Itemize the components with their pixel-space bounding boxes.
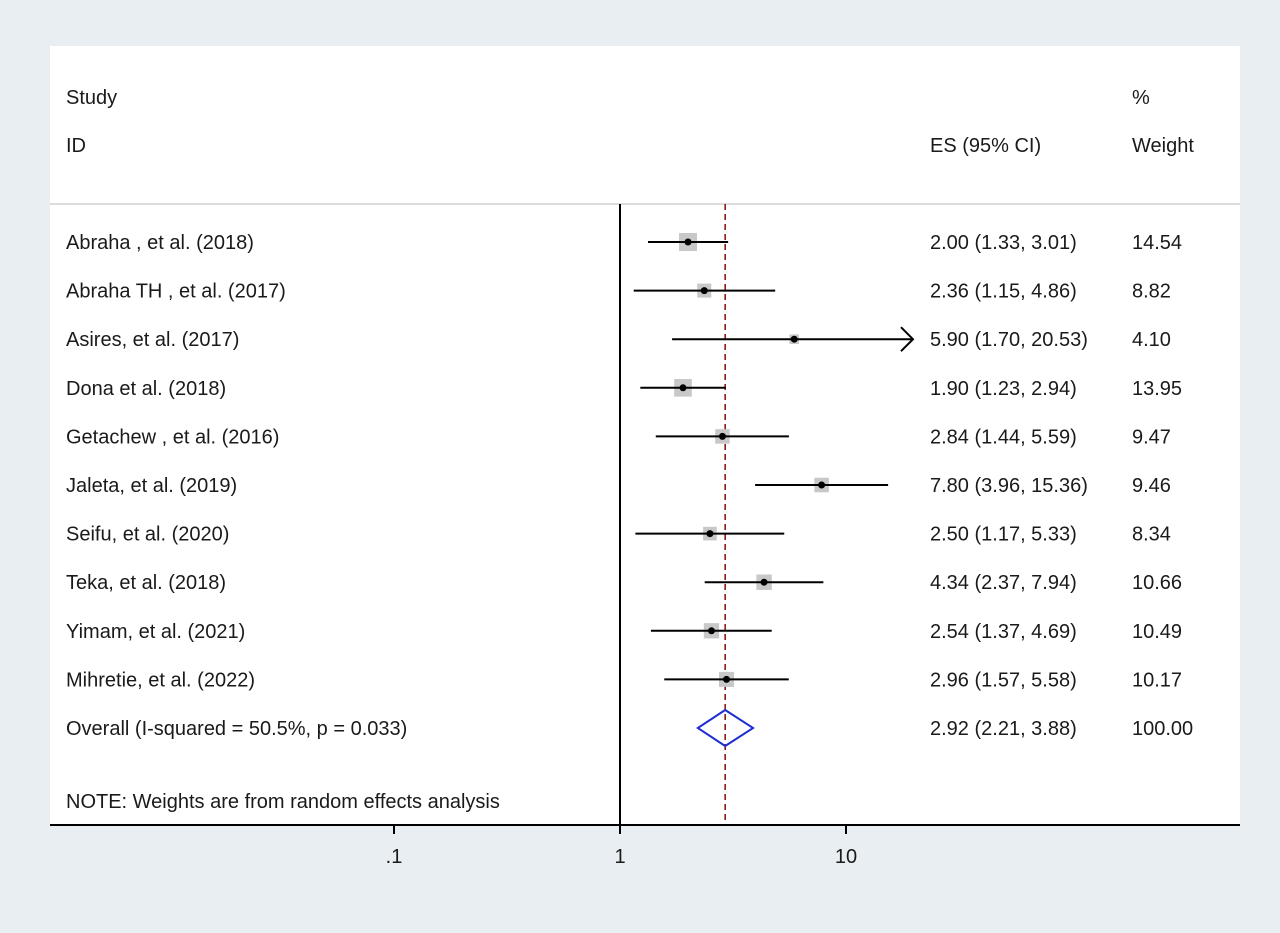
point-estimate — [707, 627, 715, 635]
study-row: Seifu, et al. (2020) 2.50 (1.17, 5.33) 8.3… — [66, 524, 1171, 546]
header-percent: % — [1132, 87, 1150, 109]
point-estimate — [790, 335, 798, 343]
study-label: Asires, et al. (2017) — [66, 329, 239, 351]
x-tick-label: 1 — [614, 846, 625, 868]
header-es-ci: ES (95% CI) — [930, 135, 1041, 157]
study-label: Teka, et al. (2018) — [66, 572, 226, 594]
weight-value: 8.34 — [1132, 524, 1171, 546]
study-rows: Abraha , et al. (2018) 2.00 (1.33, 3.01) 1… — [66, 204, 1193, 825]
point-estimate — [684, 238, 692, 246]
weight-value: 9.46 — [1132, 475, 1171, 497]
x-axis: .1 1 10 — [50, 204, 1240, 868]
study-label: Getachew , et al. (2016) — [66, 426, 279, 448]
header-id: ID — [66, 135, 86, 157]
overall-es-ci-value: 2.92 (2.21, 3.88) — [930, 718, 1077, 740]
study-row: Abraha , et al. (2018) 2.00 (1.33, 3.01) 1… — [66, 232, 1182, 254]
es-ci-value: 2.50 (1.17, 5.33) — [930, 524, 1077, 546]
weight-value: 10.66 — [1132, 572, 1182, 594]
study-row: Dona et al. (2018) 1.90 (1.23, 2.94) 13.95 — [66, 378, 1182, 400]
note-text: NOTE: Weights are from random effects an… — [66, 791, 500, 813]
header-study: Study — [66, 87, 117, 109]
es-ci-value: 5.90 (1.70, 20.53) — [930, 329, 1088, 351]
header-weight: Weight — [1132, 135, 1194, 157]
point-estimate — [818, 481, 826, 489]
study-label: Mihretie, et al. (2022) — [66, 669, 255, 691]
point-estimate — [679, 384, 687, 392]
es-ci-value: 1.90 (1.23, 2.94) — [930, 378, 1077, 400]
study-label: Jaleta, et al. (2019) — [66, 475, 237, 497]
overall-diamond — [696, 708, 755, 748]
weight-value: 9.47 — [1132, 426, 1171, 448]
point-estimate — [718, 432, 726, 440]
weight-value: 10.17 — [1132, 669, 1182, 691]
forest-plot: Study ID ES (95% CI) % Weight Abraha , e… — [50, 87, 1240, 868]
study-row: Abraha TH , et al. (2017) 2.36 (1.15, 4.8… — [66, 281, 1171, 303]
study-label: Abraha TH , et al. (2017) — [66, 281, 286, 303]
es-ci-value: 2.96 (1.57, 5.58) — [930, 669, 1077, 691]
overall-label: Overall (I-squared = 50.5%, p = 0.033) — [66, 718, 407, 740]
study-row: Asires, et al. (2017) 5.90 (1.70, 20.53) 4… — [66, 326, 1171, 352]
ci-arrow — [900, 326, 915, 352]
study-row: Mihretie, et al. (2022) 2.96 (1.57, 5.58)… — [66, 669, 1182, 691]
study-row: Yimam, et al. (2021) 2.54 (1.37, 4.69) 10.… — [66, 621, 1182, 643]
overall-row: Overall (I-squared = 50.5%, p = 0.033) 2.… — [66, 708, 1193, 748]
weight-value: 8.82 — [1132, 281, 1171, 303]
es-ci-value: 2.84 (1.44, 5.59) — [930, 426, 1077, 448]
es-ci-value: 2.00 (1.33, 3.01) — [930, 232, 1077, 254]
study-label: Seifu, et al. (2020) — [66, 524, 229, 546]
forest-plot-panel: Study ID ES (95% CI) % Weight Abraha , e… — [50, 46, 1240, 868]
weight-value: 4.10 — [1132, 329, 1171, 351]
study-row: Jaleta, et al. (2019) 7.80 (3.96, 15.36) 9… — [66, 475, 1171, 497]
x-tick-label: .1 — [386, 846, 403, 868]
study-row: Getachew , et al. (2016) 2.84 (1.44, 5.59… — [66, 426, 1171, 448]
study-label: Abraha , et al. (2018) — [66, 232, 254, 254]
study-row: Teka, et al. (2018) 4.34 (2.37, 7.94) 10.6… — [66, 572, 1182, 594]
weight-value: 14.54 — [1132, 232, 1182, 254]
weight-value: 10.49 — [1132, 621, 1182, 643]
es-ci-value: 7.80 (3.96, 15.36) — [930, 475, 1088, 497]
es-ci-value: 4.34 (2.37, 7.94) — [930, 572, 1077, 594]
overall-weight-value: 100.00 — [1132, 718, 1193, 740]
point-estimate — [723, 675, 731, 683]
point-estimate — [700, 287, 708, 295]
point-estimate — [706, 530, 714, 538]
weight-value: 13.95 — [1132, 378, 1182, 400]
es-ci-value: 2.36 (1.15, 4.86) — [930, 281, 1077, 303]
es-ci-value: 2.54 (1.37, 4.69) — [930, 621, 1077, 643]
point-estimate — [760, 578, 768, 586]
study-label: Dona et al. (2018) — [66, 378, 226, 400]
study-label: Yimam, et al. (2021) — [66, 621, 245, 643]
x-tick-label: 10 — [835, 846, 857, 868]
